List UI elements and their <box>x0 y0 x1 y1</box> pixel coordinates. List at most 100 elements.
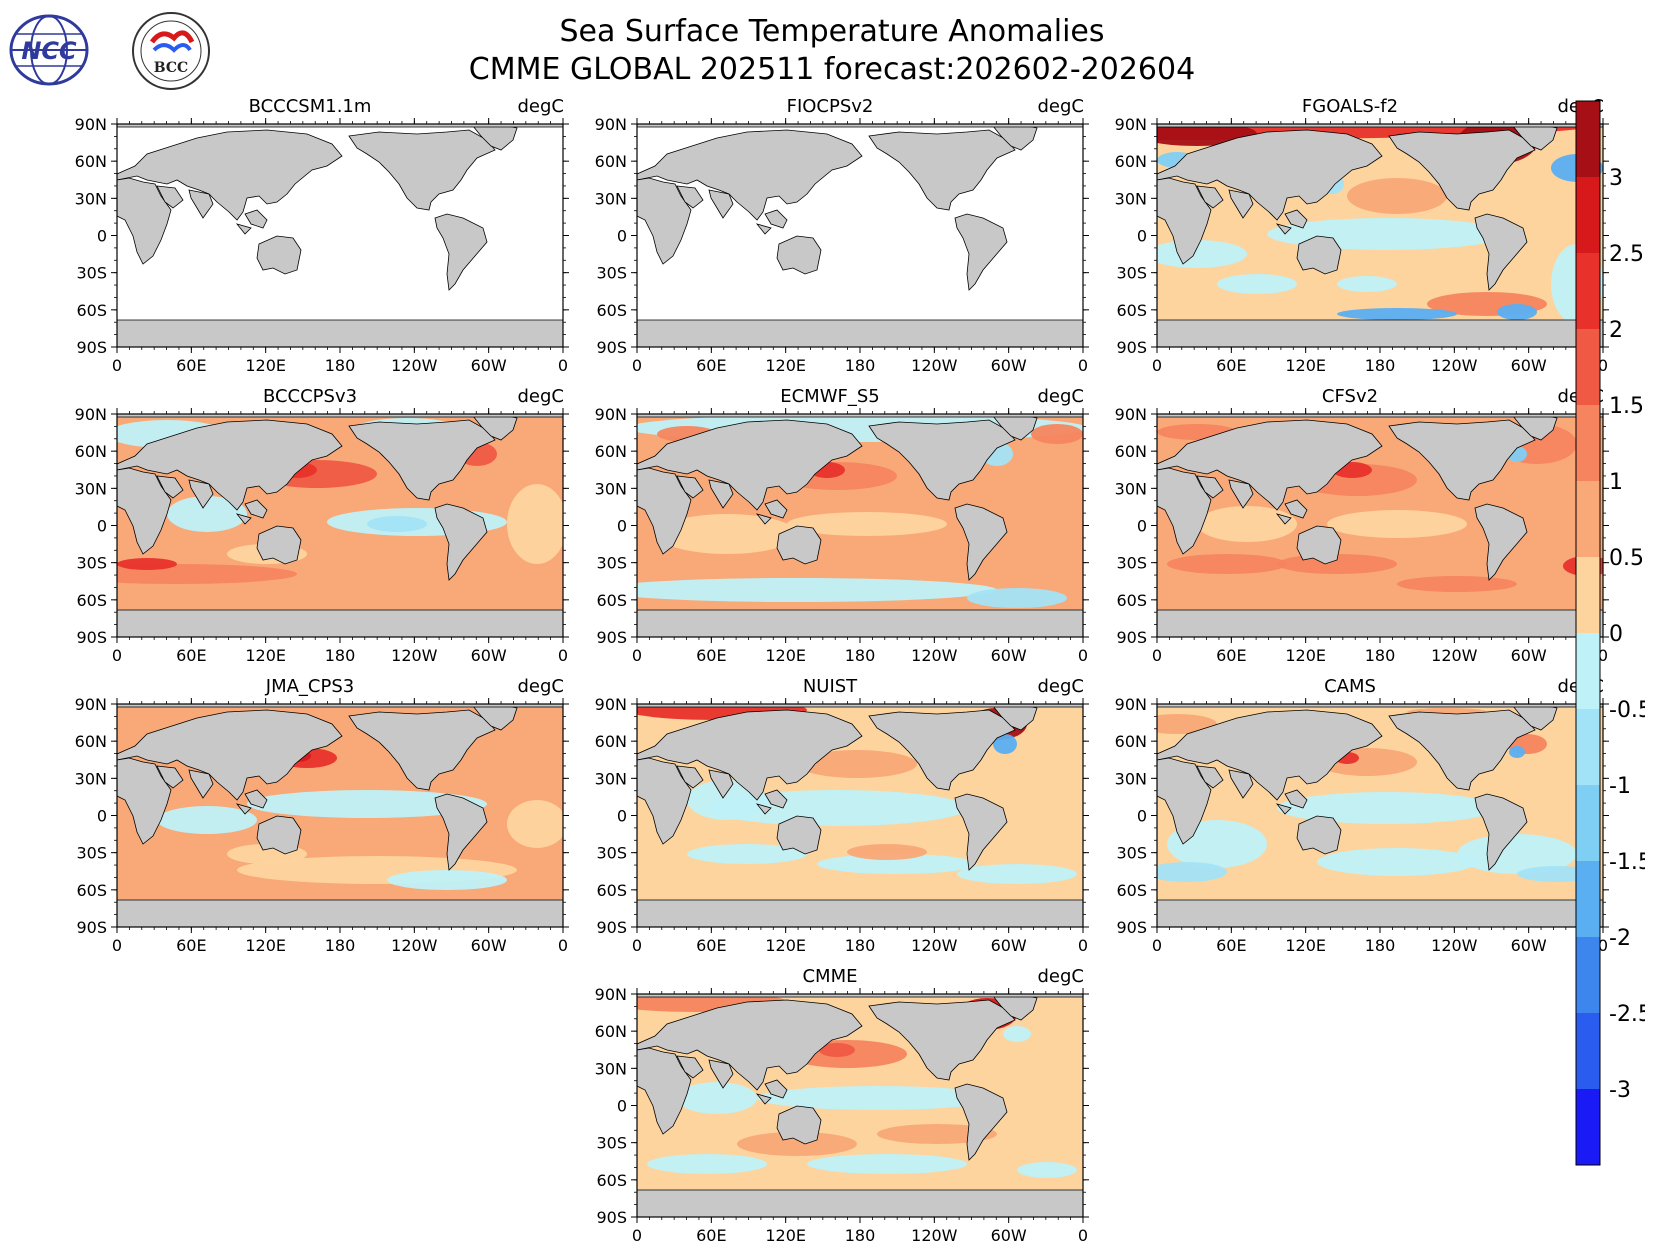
lon-tick-label: 60E <box>176 646 206 665</box>
land-namerica <box>868 129 1016 211</box>
land-africa <box>117 757 172 845</box>
land-australia <box>256 525 302 565</box>
lon-tick-label: 180 <box>845 356 876 375</box>
lat-tick-label: 30N <box>595 769 627 788</box>
lon-tick-label: 120W <box>911 1226 958 1245</box>
lat-tick-label: 30N <box>75 189 107 208</box>
lat-tick-label: 0 <box>97 227 107 246</box>
land-arctic <box>1157 414 1603 418</box>
lat-tick-label: 60N <box>595 1022 627 1041</box>
lat-tick-label: 30S <box>596 844 627 863</box>
land-arctic <box>1157 124 1603 128</box>
panel-title: CMME <box>802 966 858 987</box>
lon-tick-label: 60W <box>991 1226 1027 1245</box>
lat-tick-label: 60S <box>596 881 627 900</box>
colorbar-label: 0.5 <box>1609 546 1644 571</box>
lon-tick-label: 120W <box>911 936 958 955</box>
land-namerica <box>1388 419 1536 501</box>
land-antarctica <box>117 899 563 927</box>
colorbar-segment <box>1576 329 1600 406</box>
sst-anomaly-region <box>1327 510 1467 538</box>
sst-anomaly-region <box>807 1154 967 1174</box>
lat-tick-label: 30S <box>1116 844 1147 863</box>
bcc-logo: BCC <box>130 10 212 92</box>
lon-tick-label: 120E <box>1285 356 1326 375</box>
sst-anomaly-region <box>957 864 1077 884</box>
land-antarctica <box>1157 319 1603 347</box>
sst-anomaly-region <box>1347 178 1447 214</box>
land-seasia <box>755 499 788 525</box>
lon-tick-label: 180 <box>845 1226 876 1245</box>
sst-anomaly-region <box>687 844 807 864</box>
lon-tick-label: 0 <box>632 356 642 375</box>
land-africa <box>1157 177 1212 265</box>
lat-tick-label: 60S <box>1116 301 1147 320</box>
land-india <box>708 479 734 509</box>
land-eurasia <box>637 709 863 801</box>
colorbar-segment <box>1576 937 1600 1014</box>
lon-tick-label: 60W <box>471 646 507 665</box>
land-arabia <box>676 1055 704 1079</box>
lon-tick-label: 0 <box>1152 646 1162 665</box>
colorbar-label: -2.5 <box>1609 1002 1645 1027</box>
lon-tick-label: 60E <box>1216 646 1246 665</box>
lat-tick-label: 90S <box>596 918 627 937</box>
lat-tick-label: 90S <box>1116 338 1147 357</box>
lat-tick-label: 60S <box>596 1171 627 1190</box>
land-namerica <box>1388 709 1536 791</box>
panel-title: BCCCSM1.1m <box>248 96 372 117</box>
colorbar-label: -2 <box>1609 926 1631 951</box>
lat-tick-label: 90S <box>596 338 627 357</box>
lat-tick-label: 60S <box>1116 881 1147 900</box>
land-samerica <box>954 793 1008 871</box>
figure-title-line1: Sea Surface Temperature Anomalies <box>559 14 1105 49</box>
colorbar-label: -1 <box>1609 774 1631 799</box>
land-arabia <box>156 475 184 499</box>
land-namerica <box>868 419 1016 501</box>
colorbar-segment <box>1576 709 1600 786</box>
lat-tick-label: 90S <box>76 338 107 357</box>
lon-tick-label: 0 <box>1152 356 1162 375</box>
land-india <box>1228 769 1254 799</box>
panel-title: FGOALS-f2 <box>1301 96 1399 117</box>
colorbar-label: 2 <box>1609 318 1623 343</box>
sst-anomaly-region <box>507 800 563 848</box>
land-africa <box>637 1047 692 1135</box>
colorbar-segment <box>1576 1013 1600 1090</box>
lat-tick-label: 90S <box>76 918 107 937</box>
lon-tick-label: 0 <box>1598 356 1608 375</box>
lat-tick-label: 30S <box>596 1134 627 1153</box>
sst-anomaly-region <box>637 578 997 602</box>
lon-tick-label: 0 <box>558 936 568 955</box>
lat-tick-label: 30S <box>76 264 107 283</box>
lat-tick-label: 90S <box>596 628 627 647</box>
lat-tick-label: 60S <box>1116 591 1147 610</box>
land-seasia <box>755 789 788 815</box>
land-australia <box>776 235 822 275</box>
lon-tick-label: 120E <box>765 936 806 955</box>
sst-anomaly-region <box>847 844 927 860</box>
lon-tick-label: 60W <box>1511 646 1547 665</box>
sst-anomaly-region <box>1397 576 1517 592</box>
lat-tick-label: 30N <box>595 189 627 208</box>
land-arctic <box>637 414 1083 418</box>
lat-tick-label: 0 <box>617 1097 627 1116</box>
land-arabia <box>1196 185 1224 209</box>
map-plot: 90N 60N 30N 0 30S 60S 90S 0 60E 120E 180 120W 60W 0 <box>595 985 1089 1245</box>
land-namerica <box>348 129 496 211</box>
lon-tick-label: 120W <box>391 356 438 375</box>
land-africa <box>117 177 172 265</box>
lon-tick-label: 0 <box>632 936 642 955</box>
lon-tick-label: 120W <box>391 646 438 665</box>
lat-tick-label: 30S <box>76 844 107 863</box>
lat-tick-label: 30N <box>75 479 107 498</box>
sst-anomaly-region <box>817 854 977 874</box>
panel-units: degC <box>1037 966 1085 987</box>
land-india <box>1228 479 1254 509</box>
lat-tick-label: 0 <box>97 807 107 826</box>
land-eurasia <box>637 999 863 1091</box>
map-panel-ecmwf-s5: 90N 60N 30N 0 30S 60S 90S 0 60E 120E 180 120W 60W 0 EC… <box>570 386 1090 676</box>
lon-tick-label: 60W <box>1511 936 1547 955</box>
lon-tick-label: 120W <box>1431 356 1478 375</box>
panel-title: JMA_CPS3 <box>265 676 355 697</box>
